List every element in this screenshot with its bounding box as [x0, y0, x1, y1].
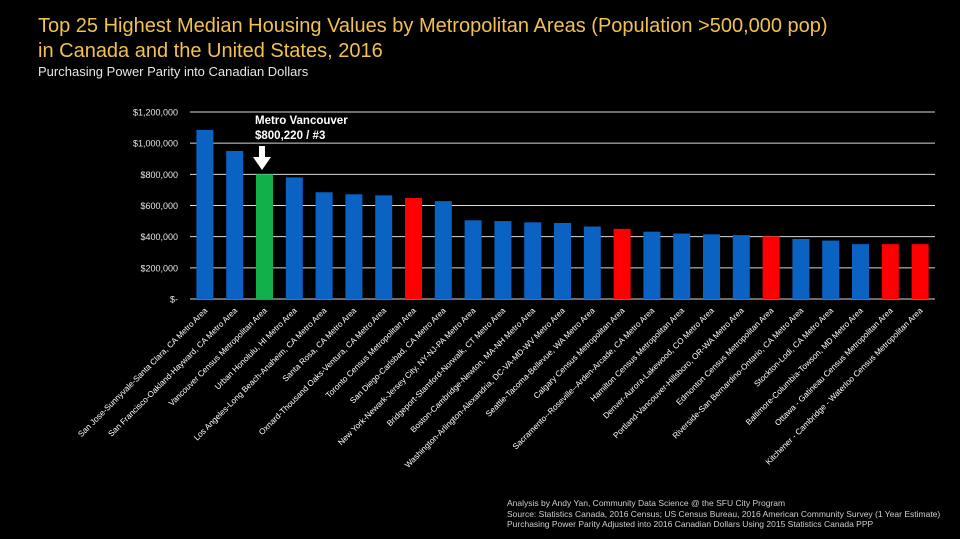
bar — [643, 231, 661, 299]
bar — [315, 192, 333, 299]
bar — [345, 194, 363, 299]
y-tick-label: $- — [170, 295, 178, 305]
y-tick-label: $1,200,000 — [133, 108, 178, 118]
bar — [881, 244, 899, 299]
x-category-label: Sacramento--Roseville--Arden-Arcade, CA … — [511, 306, 657, 452]
bar — [852, 244, 869, 299]
down-arrow-icon — [253, 146, 271, 170]
bar — [226, 150, 244, 299]
bar — [524, 222, 542, 299]
chart-title: Top 25 Highest Median Housing Values by … — [38, 14, 938, 64]
y-tick-label: $200,000 — [140, 263, 178, 273]
bar — [792, 239, 810, 299]
bar — [196, 129, 214, 299]
chart-title-line-2: in Canada and the United States, 2016 — [38, 40, 383, 62]
bar — [673, 233, 691, 299]
bar — [434, 201, 452, 299]
annotation-value: $800,220 / #3 — [255, 130, 325, 142]
bar — [405, 198, 422, 299]
bar — [703, 234, 720, 299]
x-axis-category-labels: San Jose-Sunnyvale-Santa Clara, CA Metro… — [76, 306, 924, 470]
footer-ppp-note: Purchasing Power Parity Adjusted into 20… — [507, 519, 874, 529]
y-tick-label: $800,000 — [140, 170, 178, 180]
y-tick-label: $400,000 — [140, 232, 178, 242]
y-tick-label: $1,000,000 — [133, 139, 178, 149]
bar — [554, 222, 571, 299]
bar — [732, 235, 750, 299]
bar — [762, 236, 780, 299]
bar — [256, 174, 273, 299]
bar — [822, 240, 840, 299]
footer-source: Source: Statistics Canada, 2016 Census; … — [507, 508, 941, 519]
bar — [494, 221, 512, 299]
annotation-label: Metro Vancouver — [255, 115, 348, 127]
x-category-label: Seattle-Tacoma-Bellevue, WA Metro Area — [484, 306, 597, 419]
bar — [911, 244, 929, 299]
chart-subtitle: Purchasing Power Parity into Canadian Do… — [38, 64, 309, 79]
chart-title-line-1: Top 25 Highest Median Housing Values by … — [38, 15, 828, 37]
y-axis-tick-labels: $- $200,000 $400,000 $600,000 $800,000 $1,000… — [133, 108, 178, 305]
bars — [196, 129, 929, 299]
x-category-label: New York-Newark-Jersey City, NY-NJ-PA Me… — [336, 306, 477, 447]
bar — [464, 220, 482, 299]
bar — [285, 177, 303, 299]
bar — [375, 195, 393, 299]
footer-analysis-credit: Analysis by Andy Yan, Community Data Sci… — [507, 498, 786, 508]
source-notes: Analysis by Andy Yan, Community Data Sci… — [507, 498, 940, 530]
x-category-label: Denver-Aurora-Lakewood, CO Metro Area — [601, 306, 716, 421]
x-category-label: San Jose-Sunnyvale-Santa Clara, CA Metro… — [76, 306, 209, 439]
bar — [613, 228, 631, 299]
vancouver-annotation: Metro Vancouver $800,220 / #3 — [253, 115, 348, 170]
bar — [583, 226, 601, 299]
y-tick-label: $600,000 — [140, 201, 178, 211]
